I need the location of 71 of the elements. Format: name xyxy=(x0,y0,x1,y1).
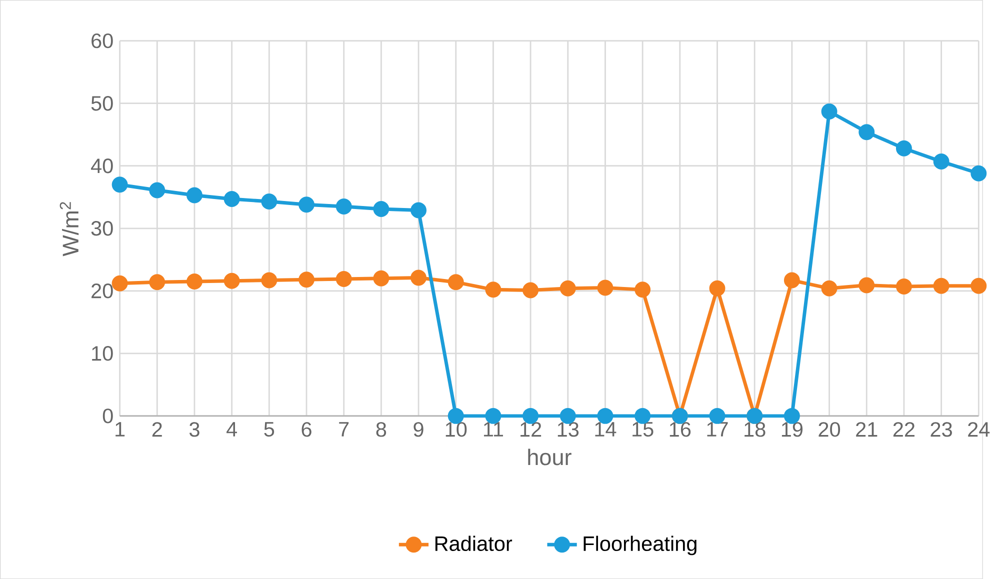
point xyxy=(336,270,352,287)
point xyxy=(373,270,390,286)
point xyxy=(149,182,166,198)
x-tick-label: 16 xyxy=(670,422,691,437)
point xyxy=(970,165,987,182)
point xyxy=(634,282,651,298)
point xyxy=(149,274,166,290)
point xyxy=(821,103,838,120)
y-tick-label: 60 xyxy=(92,33,113,48)
x-tick-label: 7 xyxy=(339,422,349,436)
x-tick-label: 17 xyxy=(707,422,728,436)
x-tick-label: 3 xyxy=(189,422,200,437)
point xyxy=(485,282,502,298)
point xyxy=(597,280,614,296)
x-tick-label: 11 xyxy=(484,422,503,436)
x-tick-label: 10 xyxy=(446,422,467,437)
point xyxy=(821,280,838,296)
legend-label: Radiator xyxy=(435,536,512,551)
y-tick-label: 50 xyxy=(91,96,113,111)
point xyxy=(448,274,464,290)
point xyxy=(224,190,240,207)
y-tick-label: 40 xyxy=(91,158,113,174)
y-tick-label: 10 xyxy=(92,346,113,361)
x-tick-label: 18 xyxy=(744,422,766,437)
x-tick-label: 4 xyxy=(226,422,237,436)
point xyxy=(298,196,314,213)
point xyxy=(410,270,427,286)
point xyxy=(560,280,576,296)
point xyxy=(858,277,875,294)
x-tick-label: 14 xyxy=(595,422,616,436)
point xyxy=(933,153,950,170)
point xyxy=(410,202,427,218)
point xyxy=(858,124,875,140)
x-tick-label: 23 xyxy=(930,422,952,437)
point xyxy=(336,198,352,214)
point xyxy=(112,275,128,292)
x-tick-label: 5 xyxy=(264,422,274,437)
point xyxy=(373,200,390,217)
y-axis-title: W/m$^{2}$ xyxy=(60,202,79,256)
point xyxy=(933,278,950,294)
point xyxy=(522,282,539,298)
point xyxy=(224,272,240,289)
x-tick-label: 24 xyxy=(968,422,990,437)
x-tick-label: 20 xyxy=(818,422,840,437)
point xyxy=(709,280,726,296)
x-tick-label: 2 xyxy=(152,422,162,437)
x-axis-title: hour xyxy=(528,448,572,466)
point xyxy=(261,272,278,288)
y-tick-label: 0 xyxy=(102,408,113,424)
point xyxy=(896,140,912,156)
point xyxy=(261,193,278,210)
point xyxy=(896,278,912,294)
x-tick-label: 19 xyxy=(782,422,803,437)
x-tick-label: 15 xyxy=(632,422,654,437)
x-tick-label: 22 xyxy=(893,422,914,437)
y-tick-label: 30 xyxy=(91,220,113,236)
x-tick-label: 1 xyxy=(116,422,125,436)
x-tick-label: 6 xyxy=(302,422,312,437)
x-tick-label: 8 xyxy=(376,422,386,437)
x-tick-label: 12 xyxy=(520,422,542,437)
point xyxy=(112,176,128,193)
x-tick-label: 13 xyxy=(558,422,579,437)
y-tick-label: 20 xyxy=(92,283,113,298)
point xyxy=(970,278,987,294)
point xyxy=(186,187,202,204)
legend-label: Floorheating xyxy=(584,536,696,556)
x-tick-label: 21 xyxy=(856,422,878,437)
point xyxy=(186,273,202,290)
x-tick-label: 9 xyxy=(414,422,424,437)
point xyxy=(298,272,314,288)
point xyxy=(784,272,800,288)
